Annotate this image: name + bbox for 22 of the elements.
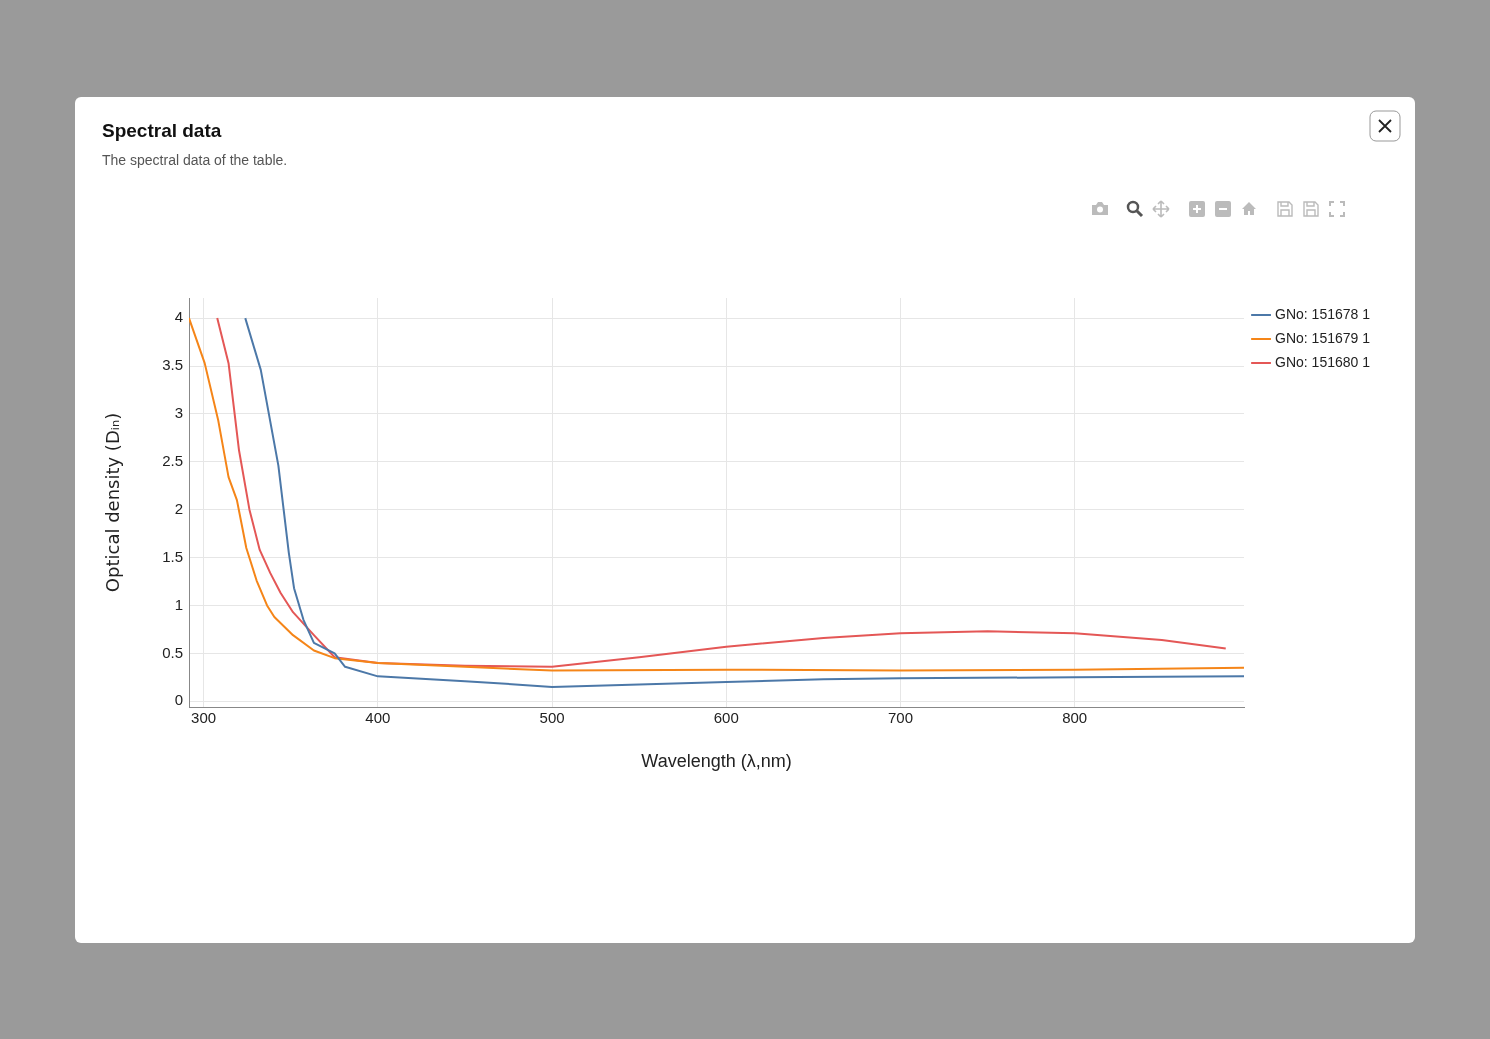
y-tick-label: 1.5 [162, 547, 183, 565]
x-tick-label: 600 [713, 709, 739, 727]
x-tick-label: 400 [365, 709, 391, 727]
chart-subtitle: The spectral data of the table. [102, 152, 288, 168]
x-tick-label: 700 [887, 709, 914, 727]
y-tick-label: 0 [174, 691, 183, 709]
x-tick-label: 300 [191, 709, 217, 727]
y-tick-label: 0.5 [162, 643, 183, 661]
x-axis-title: Wavelength (λ,nm) [641, 751, 792, 772]
y-tick-label: 4 [174, 308, 183, 326]
x-tick-label: 800 [1062, 709, 1088, 727]
chart-title: Spectral data [102, 120, 222, 142]
y-tick-label: 2.5 [162, 451, 183, 469]
y-tick-label: 3 [174, 404, 183, 422]
y-tick-label: 2 [174, 499, 183, 517]
y-axis-title: Optical density (Dᵢₙ) [102, 412, 124, 593]
y-tick-label: 3.5 [162, 356, 183, 374]
x-tick-label: 500 [539, 709, 565, 727]
legend-label: GNo: 151679 1 [1275, 329, 1371, 346]
legend-label: GNo: 151678 1 [1275, 305, 1371, 322]
y-tick-label: 1 [174, 595, 183, 613]
legend-label: GNo: 151680 1 [1275, 353, 1371, 370]
